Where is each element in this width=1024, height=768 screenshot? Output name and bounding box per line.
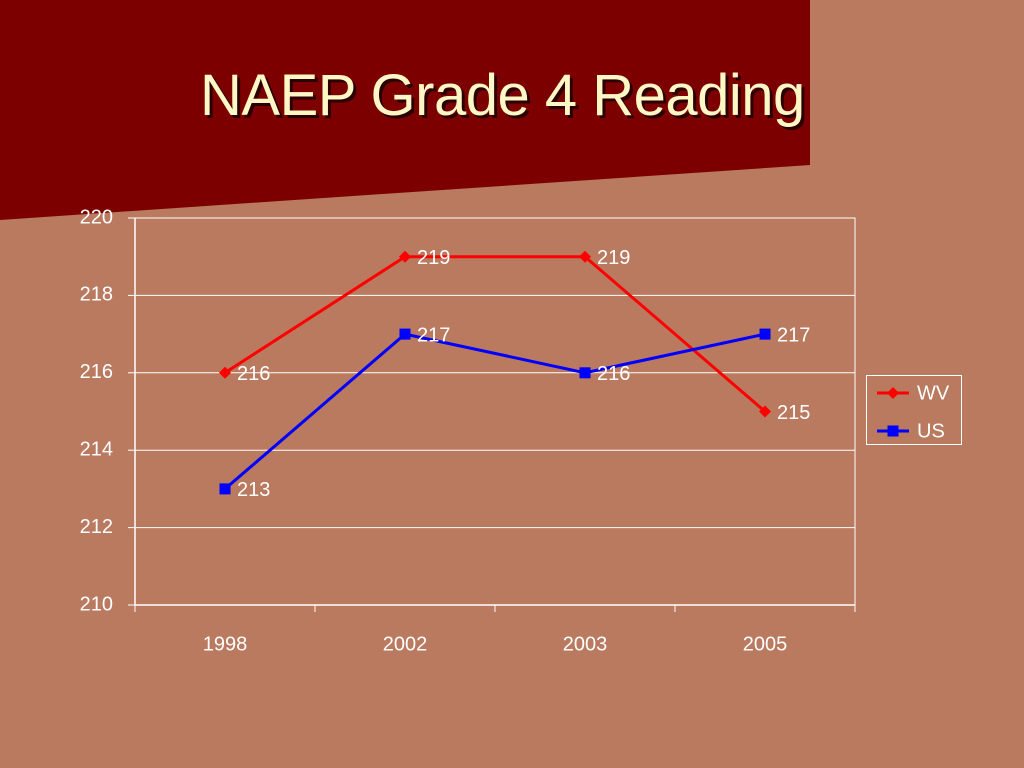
legend-label-us: US [917,420,945,442]
y-tick-label-218: 218 [80,284,113,306]
x-tick-label-2002: 2002 [383,633,428,655]
marker-wv-1998 [219,366,231,379]
data-label-wv-2002: 219 [417,247,450,269]
marker-us-2002 [399,328,411,340]
data-label-us-1998: 213 [237,479,270,501]
x-tick-label-2003: 2003 [563,633,608,655]
axes: 210 212 214 216 218 220 1998 2002 2003 2005 [80,206,856,655]
slide-title: NAEP Grade 4 Reading [200,63,805,128]
series-lines [224,255,766,491]
x-tick-label-1998: 1998 [203,633,248,655]
x-tick-label-2005: 2005 [743,633,788,655]
legend-label-wv: WV [917,382,950,404]
y-tick-label-216: 216 [80,361,113,383]
series-markers [219,250,771,495]
marker-wv-2002 [399,250,411,263]
gridlines [134,217,856,606]
legend-marker-wv [887,387,899,399]
data-label-wv-2005: 215 [777,402,810,424]
marker-us-2003 [579,367,591,379]
y-tick-label-214: 214 [80,438,113,460]
data-label-wv-1998: 216 [237,363,270,385]
banner-shape [0,0,810,220]
data-label-us-2002: 217 [417,324,450,346]
marker-wv-2003 [579,250,591,263]
data-label-us-2005: 217 [777,324,810,346]
legend-marker-us [887,425,899,437]
marker-us-1998 [219,483,231,495]
y-tick-label-212: 212 [80,516,113,538]
data-labels: 216 219 219 215 213 217 216 217 [237,247,810,501]
y-tick-label-210: 210 [80,593,113,615]
chart-legend: WV US [866,375,962,445]
data-label-us-2003: 216 [597,363,630,385]
y-tick-label-220: 220 [80,206,113,228]
series-line-us [224,332,766,491]
data-label-wv-2003: 219 [597,247,630,269]
series-line-wv [224,255,766,413]
title-banner [0,0,810,220]
plot-area-border [134,217,856,606]
marker-us-2005 [759,328,771,340]
marker-wv-2005 [759,405,771,418]
